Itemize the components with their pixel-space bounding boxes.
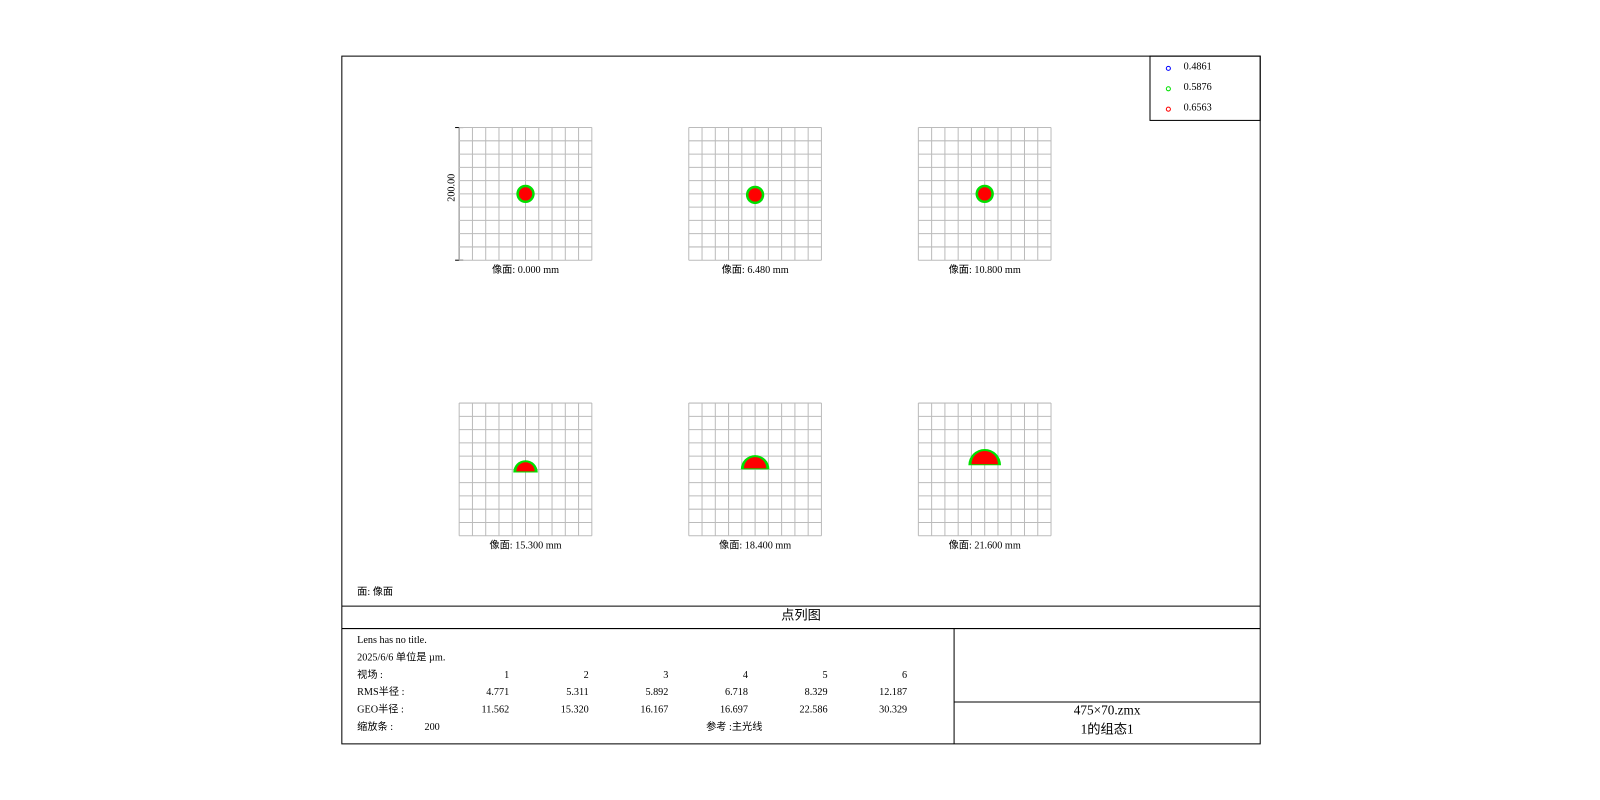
legend-label: 0.6563 <box>1184 103 1212 114</box>
rms-value: 8.329 <box>805 687 828 698</box>
spot-grid <box>688 402 822 537</box>
spot-grid <box>917 127 1052 261</box>
rms-value: 4.771 <box>486 687 509 698</box>
field-number: 5 <box>822 670 827 681</box>
spot-grid <box>458 127 593 261</box>
field-number: 6 <box>902 670 907 681</box>
file-name: 475×70.zmx <box>1074 702 1141 717</box>
rms-value: 6.718 <box>725 687 748 698</box>
row-label: RMS半径 : <box>357 685 404 698</box>
row-label: 视场 : <box>357 668 383 681</box>
plot-label: 像面: 21.600 mm <box>949 539 1021 551</box>
plot-label: 像面: 10.800 mm <box>949 264 1021 276</box>
geo-value: 15.320 <box>561 705 589 716</box>
spot <box>518 187 533 201</box>
legend-symbol <box>1165 106 1171 112</box>
reference: 参考 :主光线 <box>706 720 762 733</box>
rms-value: 5.311 <box>566 687 589 698</box>
date-units: 2025/6/6 单位是 µm. <box>357 651 445 664</box>
spot <box>516 462 535 472</box>
title: 点列图 <box>781 607 821 622</box>
geo-value: 16.697 <box>720 705 748 716</box>
field-number: 4 <box>743 670 748 681</box>
field-number: 1 <box>504 670 509 681</box>
spot <box>743 457 767 469</box>
geo-value: 16.167 <box>640 705 668 716</box>
surface-label: 面: 像面 <box>357 586 393 598</box>
lens-title: Lens has no title. <box>357 635 427 646</box>
spot <box>748 188 762 202</box>
field-number: 3 <box>663 670 668 681</box>
rms-value: 5.892 <box>645 687 668 698</box>
frame <box>341 55 1261 745</box>
geo-value: 30.329 <box>879 705 907 716</box>
plot-label: 像面: 15.300 mm <box>489 539 561 551</box>
geo-value: 11.562 <box>482 705 510 716</box>
plot-label: 像面: 0.000 mm <box>492 264 559 276</box>
rms-value: 12.187 <box>879 687 907 698</box>
row-label: 缩放条 : <box>357 720 393 733</box>
field-number: 2 <box>584 670 589 681</box>
legend-symbol <box>1165 65 1171 71</box>
geo-value: 22.586 <box>800 705 828 716</box>
spot-grid <box>458 402 593 537</box>
spot-grid <box>917 402 1052 537</box>
row-label: GEO半径 : <box>357 703 404 716</box>
spot <box>978 187 992 201</box>
legend-box <box>1149 55 1261 121</box>
config: 1的组态1 <box>1081 722 1134 737</box>
legend-symbol <box>1165 86 1171 92</box>
scale-bar-value: 200 <box>424 722 439 733</box>
plot-label: 像面: 6.480 mm <box>722 264 789 276</box>
spot-grid <box>688 127 822 261</box>
spot <box>971 451 998 465</box>
legend-label: 0.4861 <box>1184 62 1212 73</box>
scale-bar-label: 200.00 <box>446 174 457 202</box>
legend-label: 0.5876 <box>1184 82 1212 93</box>
plot-label: 像面: 18.400 mm <box>719 539 791 551</box>
